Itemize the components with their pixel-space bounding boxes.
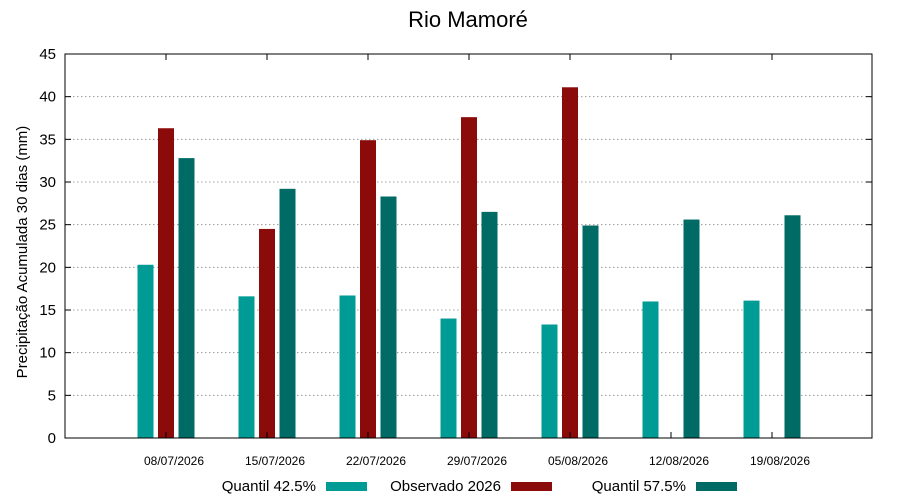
x-tick-label: 05/08/2026 (548, 454, 608, 468)
legend-label: Quantil 42.5% (222, 478, 316, 495)
legend: Quantil 42.5% Observado 2026 Quantil 57.5% (222, 478, 737, 495)
y-tick-label: 25 (39, 217, 56, 234)
y-tick-label: 45 (39, 46, 56, 63)
x-tick-label: 29/07/2026 (447, 454, 507, 468)
bar-quantil-57-5 (582, 225, 599, 438)
y-axis-label: Precipitação Acumulada 30 dias (mm) (14, 126, 31, 379)
bar-observado-2026 (562, 87, 578, 438)
y-tick-label: 35 (39, 131, 56, 148)
bar-quantil-57-5 (178, 158, 195, 438)
legend-swatch (696, 482, 737, 491)
y-tick-label: 40 (39, 89, 56, 106)
y-tick-label: 20 (39, 259, 56, 276)
y-tick-label: 10 (39, 345, 56, 362)
x-tick-label: 22/07/2026 (346, 454, 406, 468)
bar-quantil-42-5 (642, 301, 659, 438)
bar-quantil-57-5 (784, 215, 801, 438)
y-axis-ticks: 0 5 10 15 20 25 30 35 40 45 (39, 46, 872, 447)
legend-swatch (326, 482, 367, 491)
grid-lines (65, 96, 872, 396)
legend-swatch (511, 482, 552, 491)
chart-title: Rio Mamoré (408, 7, 528, 32)
bar-quantil-57-5 (279, 188, 296, 438)
bar-quantil-57-5 (683, 219, 700, 438)
bar-quantil-42-5 (440, 318, 457, 438)
bar-observado-2026 (259, 228, 275, 438)
bar-quantil-57-5 (481, 211, 498, 438)
y-tick-label: 0 (48, 430, 56, 447)
bar-observado-2026 (360, 140, 376, 439)
bar-quantil-57-5 (380, 196, 397, 438)
y-tick-label: 30 (39, 174, 56, 191)
bar-quantil-42-5 (137, 264, 154, 438)
x-tick-label: 08/07/2026 (144, 454, 204, 468)
x-tick-label: 19/08/2026 (750, 454, 810, 468)
y-tick-label: 15 (39, 302, 56, 319)
x-axis-ticks: 08/07/2026 15/07/2026 22/07/2026 29/07/2026… (144, 54, 810, 468)
bar-observado-2026 (158, 128, 174, 439)
bar-quantil-42-5 (743, 300, 760, 438)
x-tick-label: 15/07/2026 (245, 454, 305, 468)
x-tick-label: 12/08/2026 (649, 454, 709, 468)
bars (137, 87, 801, 439)
y-tick-label: 5 (48, 387, 56, 404)
bar-quantil-42-5 (541, 324, 558, 438)
bar-quantil-42-5 (339, 295, 356, 438)
bar-quantil-42-5 (238, 296, 255, 438)
legend-label: Quantil 57.5% (592, 478, 686, 495)
legend-label: Observado 2026 (390, 478, 501, 495)
bar-observado-2026 (461, 117, 477, 438)
